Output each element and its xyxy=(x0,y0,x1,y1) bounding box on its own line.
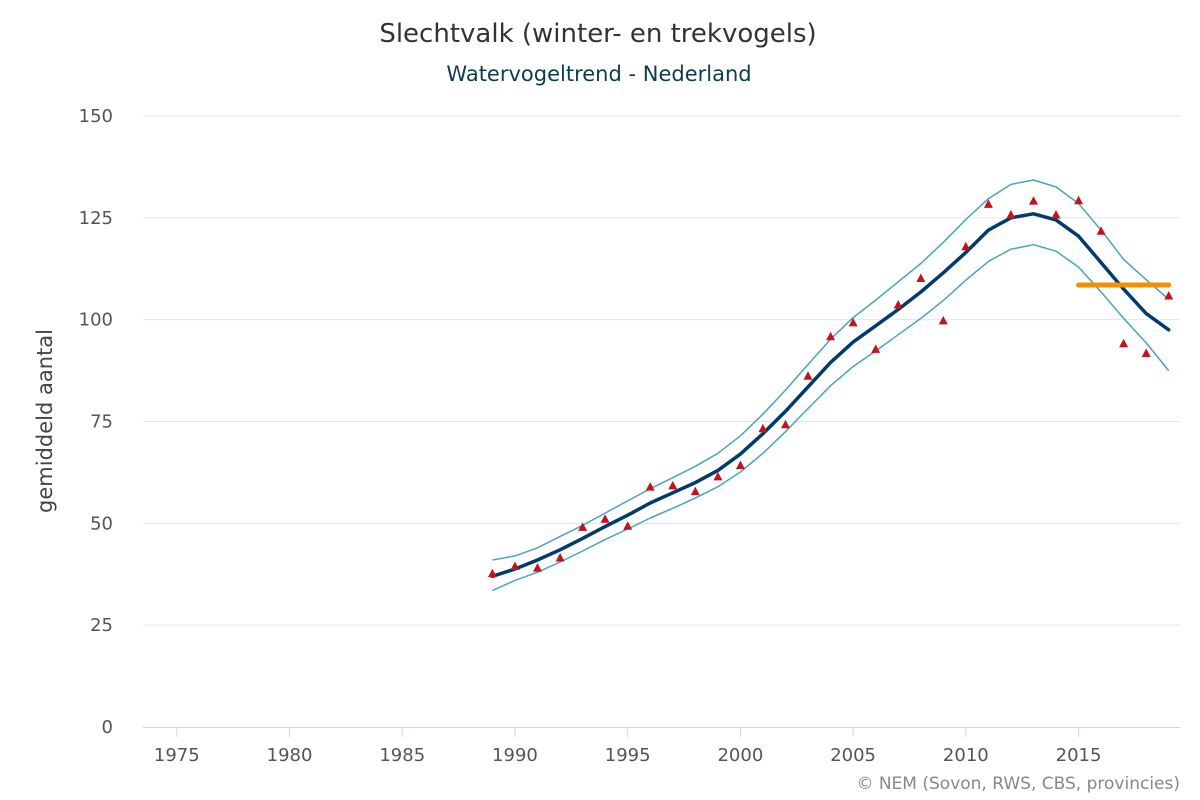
x-tick-label: 2015 xyxy=(1056,745,1102,766)
y-tick-label: 75 xyxy=(90,412,113,433)
confidence-band-line xyxy=(492,179,1170,561)
chart-title: Slechtvalk (winter- en trekvogels) xyxy=(379,19,816,49)
observation-point xyxy=(848,317,858,327)
observation-point xyxy=(555,553,565,562)
y-tick-label: 0 xyxy=(102,717,113,738)
observation-point xyxy=(871,344,881,353)
observation-point xyxy=(668,480,678,490)
observation-point xyxy=(578,522,588,531)
observation-point xyxy=(758,423,768,433)
observation-point xyxy=(533,563,542,572)
observation-point xyxy=(781,419,790,429)
x-tick-label: 1985 xyxy=(379,745,425,766)
observation-point xyxy=(1029,196,1038,205)
chart-subtitle: Watervogeltrend - Nederland xyxy=(446,62,751,86)
y-tick-label: 125 xyxy=(79,208,113,229)
observation-point xyxy=(961,241,971,251)
confidence-band-line xyxy=(492,243,1170,592)
observation-point xyxy=(1119,338,1129,348)
observation-point xyxy=(623,521,633,530)
x-tick-label: 1980 xyxy=(267,745,313,766)
observation-point xyxy=(983,199,993,208)
observation-point xyxy=(690,486,700,496)
observation-point xyxy=(600,514,610,523)
observation-point xyxy=(1074,195,1084,205)
trend-line xyxy=(490,212,1171,579)
observation-point xyxy=(713,471,723,481)
observation-point xyxy=(916,273,926,282)
observation-point xyxy=(1006,210,1016,219)
x-tick-label: 2010 xyxy=(943,745,989,766)
observation-point xyxy=(1164,291,1174,300)
observation-point xyxy=(510,561,520,570)
observation-point xyxy=(1096,226,1106,235)
y-tick-label: 100 xyxy=(79,310,113,331)
observation-point xyxy=(938,315,948,325)
y-tick-label: 50 xyxy=(90,513,113,534)
observation-point xyxy=(735,460,745,469)
observation-point xyxy=(803,371,813,380)
credits-text: © NEM (Sovon, RWS, CBS, provincies) xyxy=(856,774,1180,794)
y-tick-label: 25 xyxy=(90,615,113,636)
x-tick-label: 1995 xyxy=(605,745,651,766)
observation-point xyxy=(1051,210,1061,219)
observation-point xyxy=(487,568,497,578)
y-tick-label: 150 xyxy=(79,106,113,127)
y-axis-title: gemiddeld aantal xyxy=(33,329,57,513)
observation-point xyxy=(645,482,655,491)
grid xyxy=(143,115,1180,626)
x-tick-label: 2000 xyxy=(717,745,763,766)
observation-point xyxy=(893,300,903,309)
x-tick-label: 1990 xyxy=(492,745,538,766)
observation-point xyxy=(1141,348,1151,357)
axes: 0 25 50 75 100 125 150 1975 1980 1985 1990 1995 2000… xyxy=(79,106,1180,766)
x-tick-label: 2005 xyxy=(830,745,876,766)
plot-area xyxy=(487,179,1174,592)
observation-point xyxy=(826,331,836,341)
x-tick-label: 1975 xyxy=(154,745,200,766)
